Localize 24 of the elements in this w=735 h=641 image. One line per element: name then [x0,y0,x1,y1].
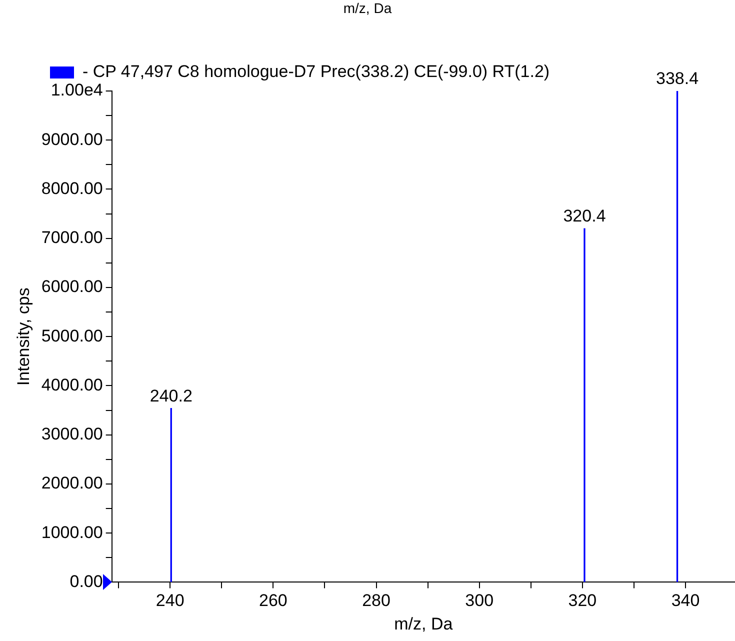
y-tick-label: 9000.00 [41,130,103,149]
x-tick-label: 240 [156,591,184,610]
text: m/z, Da [342,0,393,16]
legend-label: - CP 47,497 C8 homologue-D7 Prec(338.2) CE(-99.0) RT(1.2) [82,62,550,82]
annotation: 320.4 [563,206,606,226]
y-tick-label: 8000.00 [41,178,103,198]
x-tick-label: 260 [258,591,288,610]
y-axis-title: Intensity, cps [14,288,33,386]
y-tick-label: 2000.00 [41,474,103,493]
annotation: 338.4 [656,69,699,88]
annotation: 240.2 [150,386,192,406]
y-tick-label: 3000.00 [41,424,103,444]
x-tick-label: 320 [568,591,597,610]
x-axis-title: m/z, Da [394,614,454,634]
x-tick-label: 300 [465,591,494,610]
x-tick-label: 280 [362,591,390,610]
y-tick-label: 5000.00 [41,326,103,346]
y-tick-label: 7000.00 [41,228,103,248]
y-tick-label: 6000.00 [41,277,103,296]
y-tick-label: 1000.00 [41,522,103,542]
y-tick-label: 4000.00 [41,375,103,394]
x-tick-label: 340 [671,591,700,610]
y-tick-label: 0.00 [70,572,103,591]
y-tick-label: 1.00e4 [50,80,103,100]
